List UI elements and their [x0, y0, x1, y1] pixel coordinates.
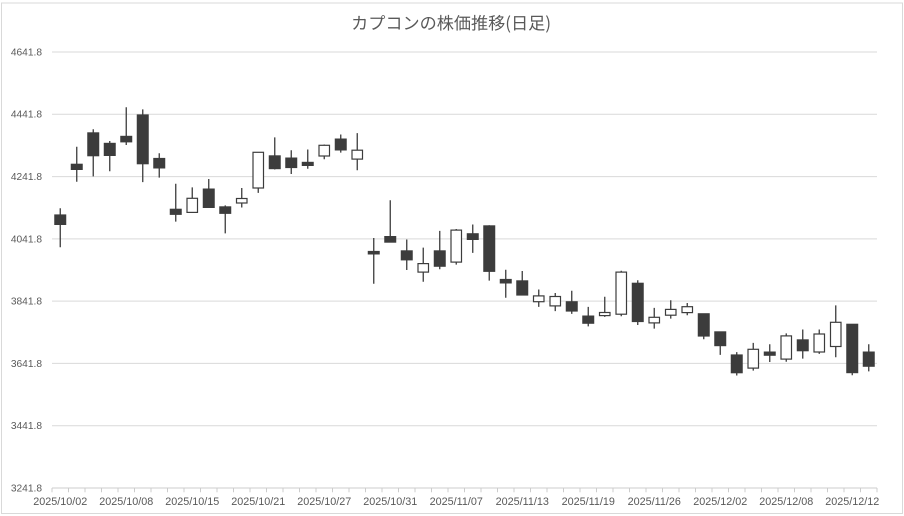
- svg-text:3441.8: 3441.8: [11, 421, 42, 432]
- svg-text:4441.8: 4441.8: [11, 110, 42, 121]
- svg-text:2025/12/12: 2025/12/12: [825, 496, 879, 508]
- svg-text:3241.8: 3241.8: [11, 483, 42, 494]
- svg-text:2025/11/26: 2025/11/26: [628, 496, 681, 508]
- svg-text:4041.8: 4041.8: [11, 234, 42, 245]
- svg-text:2025/12/02: 2025/12/02: [693, 496, 747, 508]
- svg-text:3841.8: 3841.8: [11, 297, 42, 308]
- svg-text:2025/10/08: 2025/10/08: [99, 496, 153, 508]
- svg-text:4641.8: 4641.8: [11, 47, 42, 58]
- svg-text:2025/11/19: 2025/11/19: [562, 496, 615, 508]
- svg-text:2025/11/07: 2025/11/07: [430, 496, 483, 508]
- svg-text:4241.8: 4241.8: [11, 172, 42, 183]
- svg-text:3641.8: 3641.8: [11, 359, 42, 370]
- svg-text:2025/10/15: 2025/10/15: [165, 496, 219, 508]
- svg-text:2025/10/31: 2025/10/31: [363, 496, 417, 508]
- svg-text:2025/10/21: 2025/10/21: [231, 496, 285, 508]
- svg-text:2025/10/02: 2025/10/02: [33, 496, 87, 508]
- svg-text:2025/12/08: 2025/12/08: [759, 496, 813, 508]
- svg-text:2025/10/27: 2025/10/27: [297, 496, 351, 508]
- svg-text:2025/11/13: 2025/11/13: [496, 496, 549, 508]
